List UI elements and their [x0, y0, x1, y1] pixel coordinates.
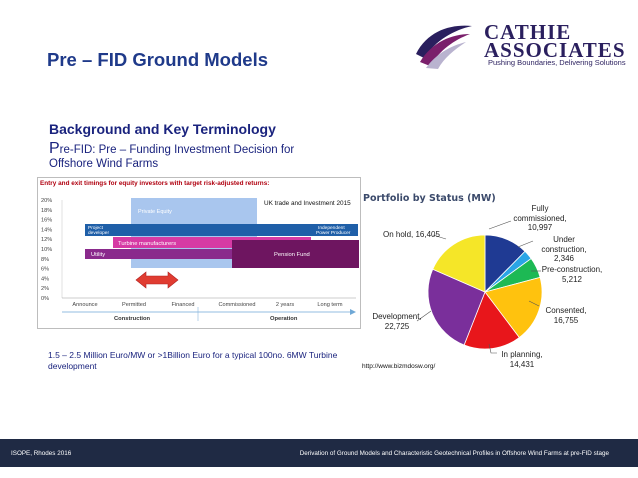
portfolio-source-url[interactable]: http://www.bizmdosw.org/ — [362, 363, 436, 370]
pie-label-pre-construction: Pre-construction, 5,212 — [541, 265, 603, 284]
pie-slice-5 — [427, 268, 486, 346]
pie-slice-3 — [484, 276, 543, 339]
timing-chart-credit: UK trade and Investment 2015 — [264, 200, 351, 207]
bar-label-turbine-manufacturers: Turbine manufacturers — [118, 241, 176, 247]
bar-label-developer: developer — [88, 230, 109, 236]
y-tick-label: 10% — [41, 247, 52, 253]
y-tick-label: 2% — [41, 286, 49, 292]
y-tick-label: 14% — [41, 227, 52, 233]
bar-project-developer — [85, 224, 325, 236]
bar-label-utility: Utility — [91, 252, 105, 258]
footer-bar: ISOPE, Rhodes 2016 Derivation of Ground … — [0, 439, 638, 467]
logo-tagline: Pushing Boundaries, Delivering Solutions — [488, 58, 626, 67]
subtitle-line2: Offshore Wind Farms — [49, 157, 159, 170]
bar-turbine-manufacturers — [113, 237, 311, 248]
bar-label-power-producer: Power Producer — [316, 230, 351, 236]
y-tick-label: 8% — [41, 257, 49, 263]
x-tick-label: Commissioned — [219, 302, 256, 308]
double-arrow-icon — [135, 271, 179, 289]
x-tick-label: Announce — [72, 302, 97, 308]
pie-slice-6 — [432, 234, 486, 293]
portfolio-title: Portfolio by Status (MW) — [363, 193, 496, 204]
subtitle: Pre-FID: Pre – Funding Investment Decisi… — [49, 140, 295, 171]
timing-chart-heading: Entry and exit timings for equity invest… — [40, 180, 270, 187]
pie-leader-lines — [416, 220, 541, 354]
y-tick-label: 6% — [41, 267, 49, 273]
subtitle-line1: re-FID: Pre – Funding Investment Decisio… — [59, 144, 295, 156]
company-logo: Cathie Associates Pushing Boundaries, De… — [412, 20, 626, 70]
y-tick-label: 12% — [41, 237, 52, 243]
y-tick-label: 16% — [41, 218, 52, 224]
slide-title: Pre – FID Ground Models — [47, 49, 268, 70]
phase-construction: Construction — [114, 316, 151, 322]
footer-conference: ISOPE, Rhodes 2016 — [11, 450, 72, 457]
section-heading: Background and Key Terminology — [49, 121, 276, 137]
pie-slice-4 — [463, 291, 520, 350]
y-tick-label: 18% — [41, 208, 52, 214]
portfolio-pie-svg — [416, 220, 543, 354]
y-tick-label: 20% — [41, 198, 52, 204]
pie-label-on-hold: On hold, 16,405 — [383, 230, 440, 239]
subtitle-first-letter: P — [49, 140, 60, 157]
footer-paper-title: Derivation of Ground Models and Characte… — [299, 450, 609, 457]
cost-note: 1.5 – 2.5 Million Euro/MW or >1Billion E… — [48, 350, 338, 371]
investor-timing-chart: 20% 18% 16% 14% 12% 10% 8% 6% 4% 2% 0% Announce Per… — [37, 177, 361, 329]
bar-utility — [85, 249, 315, 259]
timing-chart-svg: 20% 18% 16% 14% 12% 10% 8% 6% 4% 2% 0% Announce Per… — [41, 198, 359, 322]
x-tick-label: Permitted — [122, 302, 146, 308]
logo-name-line2: Associates — [484, 38, 626, 62]
pie-label-consented: Consented, 16,755 — [545, 306, 587, 325]
x-tick-label: 2 years — [276, 302, 295, 308]
logo-name-line1: Cathie — [484, 20, 572, 44]
portfolio-by-status-chart: Portfolio by Status (MW) Fully commissio… — [361, 191, 602, 371]
bar-independent-power-producer — [314, 224, 358, 236]
pie-label-fully-commissioned: Fully commissioned, 10,997 — [513, 204, 567, 232]
bar-label-project-developer: Project developer — [88, 225, 109, 236]
x-tick-label: Long term — [317, 302, 343, 308]
bar-label-pension-fund: Pension Fund — [274, 252, 310, 258]
phase-operation: Operation — [270, 316, 298, 322]
bar-label-project: Project — [88, 225, 104, 231]
y-tick-label: 4% — [41, 276, 49, 282]
x-tick-label: Financed — [171, 302, 194, 308]
bar-pension-fund — [232, 240, 359, 268]
pie-label-in-planning: In planning, 14,431 — [501, 350, 543, 369]
bar-label-independent-power-producer: Independent Power Producer — [316, 225, 351, 236]
pie-label-under-construction: Under construction, 2,346 — [541, 235, 587, 263]
logo-swoosh-icon — [416, 25, 472, 69]
y-tick-label: 0% — [41, 296, 49, 302]
bar-label-private-equity: Private Equity — [138, 209, 172, 215]
pie-label-development: Development, 22,725 — [372, 312, 422, 331]
bar-label-independent: Independent — [318, 225, 345, 231]
